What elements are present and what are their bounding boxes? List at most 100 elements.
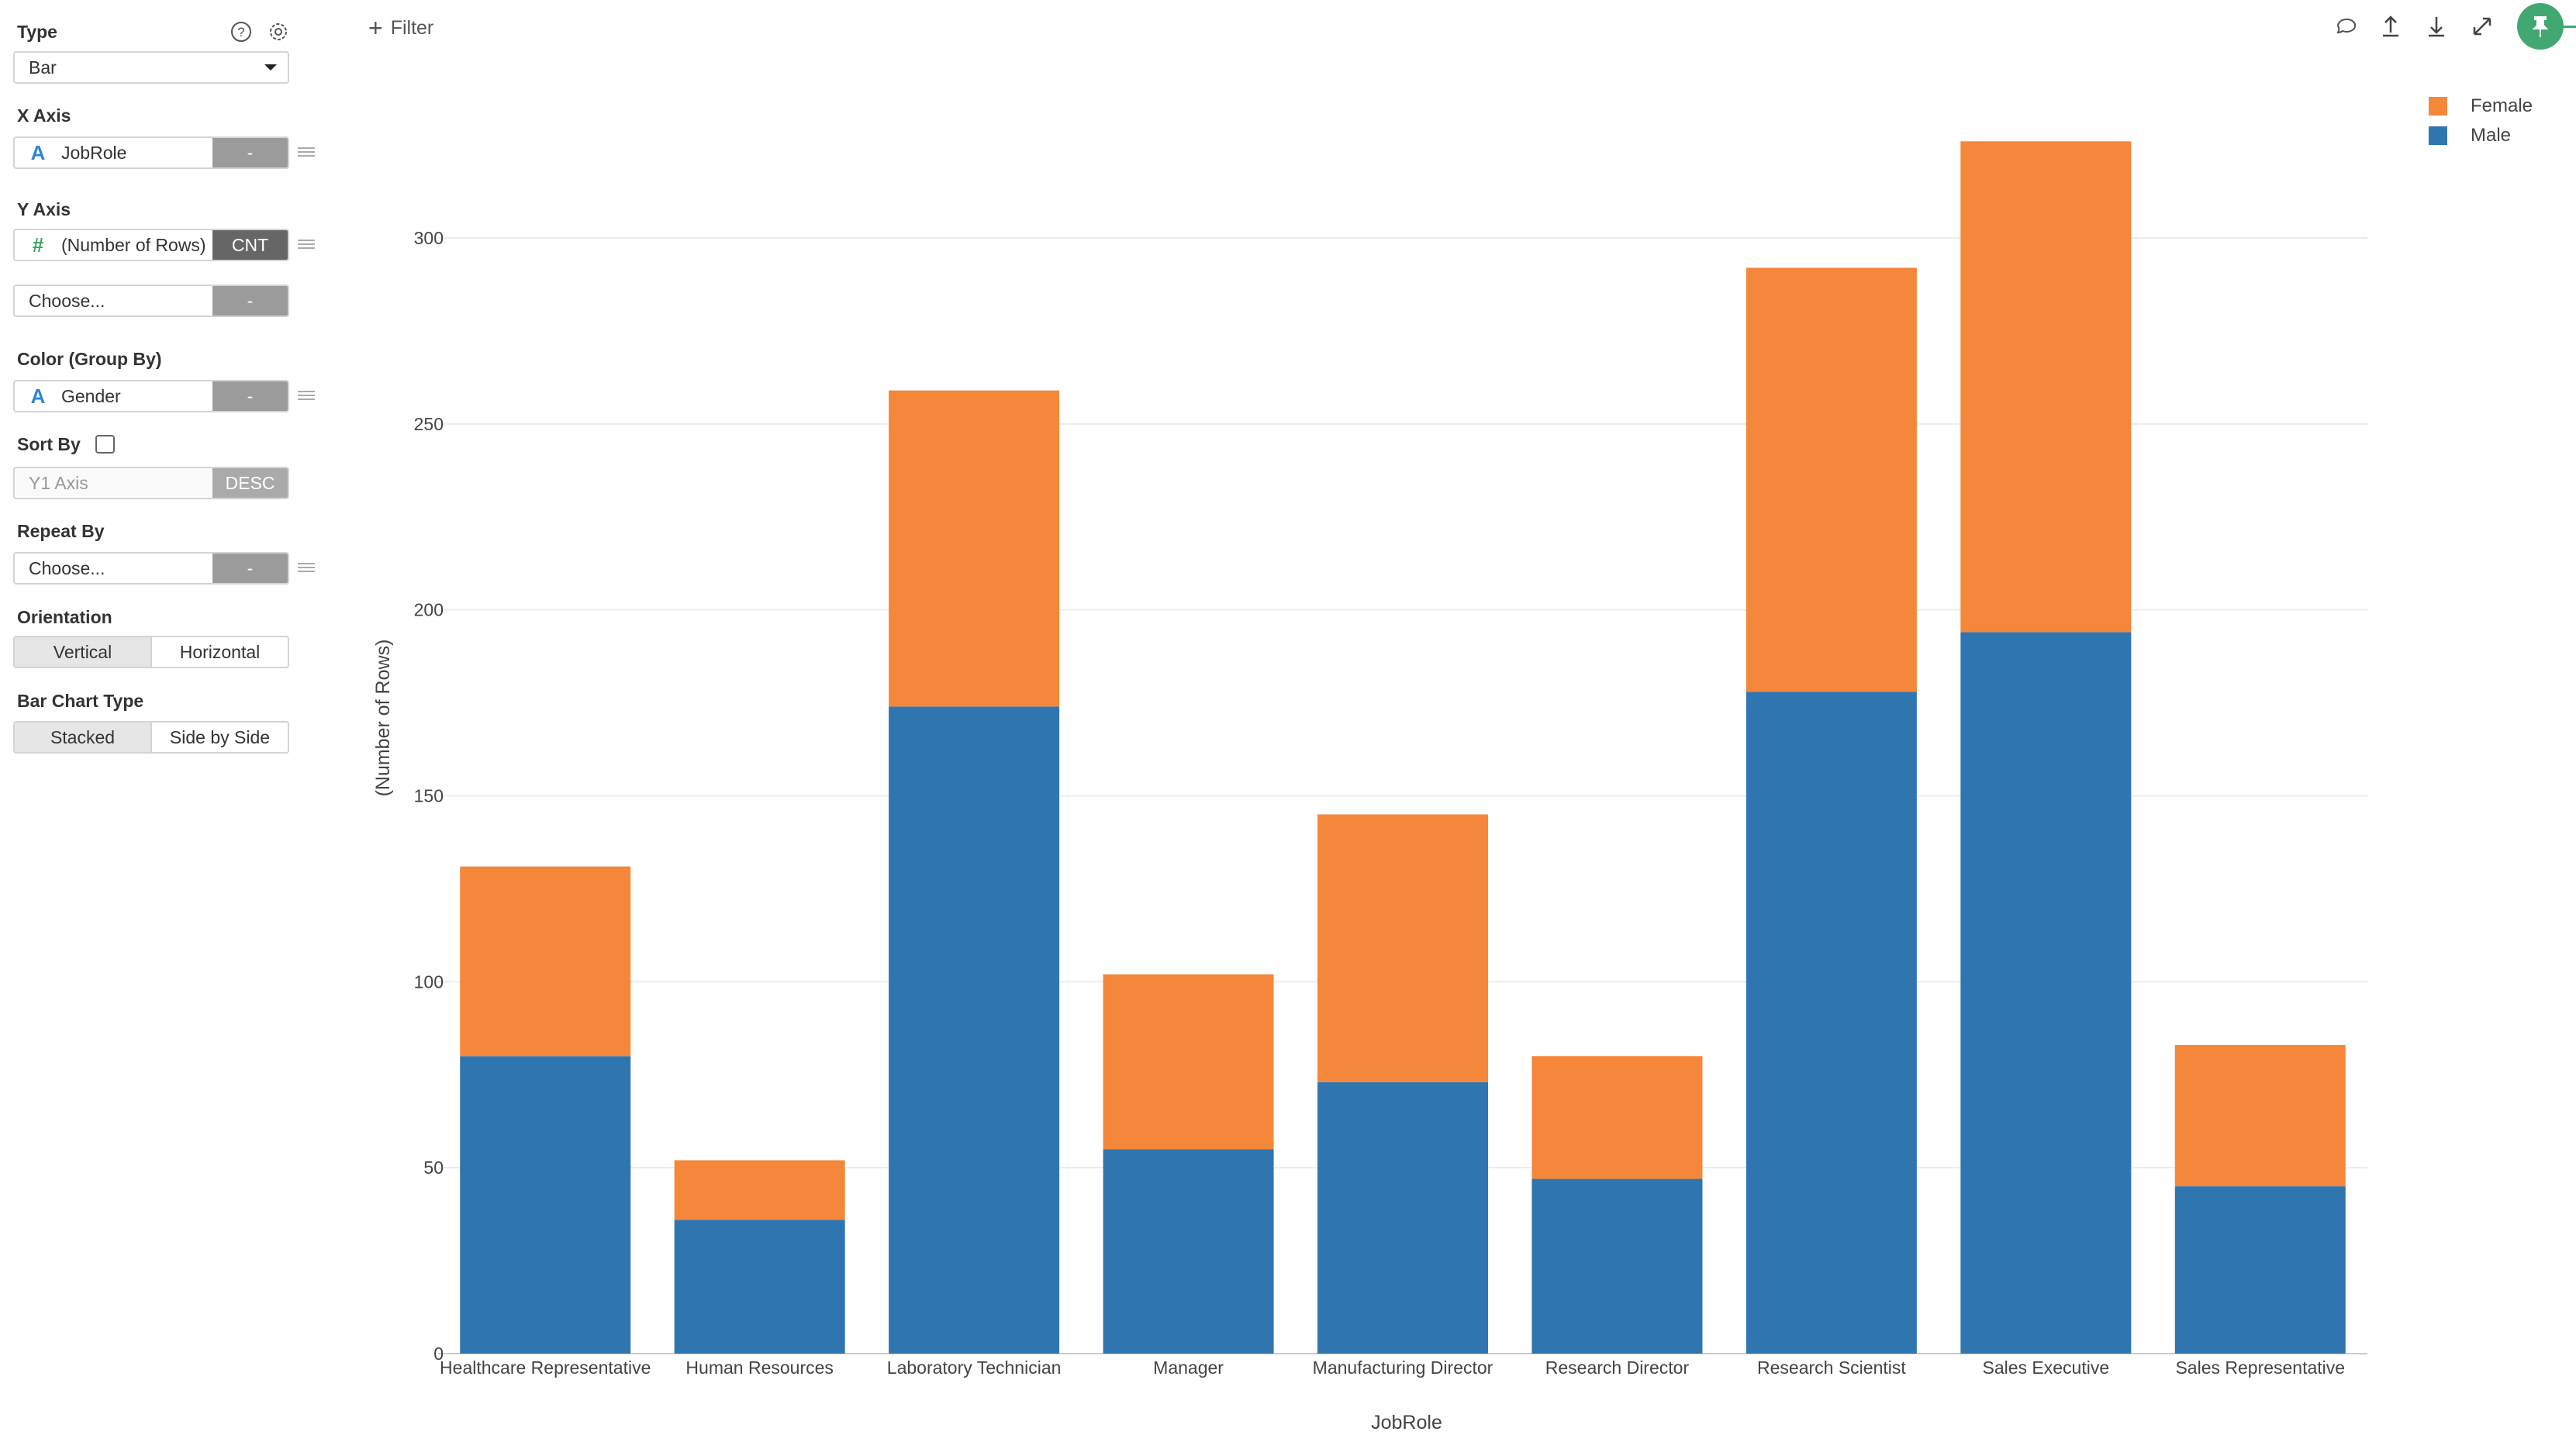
sort-label: Sort By — [17, 434, 81, 454]
pin-line — [2564, 26, 2576, 28]
yaxis-label: Y Axis — [17, 199, 71, 219]
x-tick-label: Healthcare Representative — [440, 1357, 651, 1378]
legend-item-male[interactable]: Male — [2429, 121, 2533, 150]
bar-female — [2174, 1044, 2346, 1187]
bar-female — [1746, 267, 1917, 692]
barchart-side-by-side[interactable]: Side by Side — [169, 726, 271, 747]
yaxis-agg-button[interactable]: CNT — [212, 230, 288, 260]
x-tick-label: Sales Executive — [1983, 1357, 2110, 1378]
y-tick-label: 50 — [423, 1157, 444, 1178]
bar-female — [460, 866, 631, 1057]
color-value: Gender — [61, 385, 121, 406]
repeat-value: Choose... — [29, 557, 105, 578]
filter-button[interactable]: + Filter — [368, 14, 433, 43]
help-icon[interactable]: ? — [230, 20, 253, 43]
bar-male — [1317, 1082, 1488, 1354]
legend-label-male: Male — [2471, 125, 2512, 146]
sort-checkbox[interactable] — [95, 435, 115, 454]
legend-item-female[interactable]: Female — [2429, 91, 2533, 121]
y-tick-label: 0 — [433, 1344, 444, 1364]
bar-male — [674, 1219, 845, 1354]
bar-male — [1746, 692, 1917, 1354]
chevron-down-icon — [264, 64, 277, 71]
barchart-type-toggle: Stacked Side by Side — [13, 721, 289, 754]
legend-swatch-female — [2429, 97, 2447, 116]
upload-icon[interactable] — [2377, 12, 2405, 40]
color-field[interactable]: A Gender - — [13, 380, 289, 412]
bar-male — [1960, 632, 2132, 1354]
x-tick-label: Research Director — [1545, 1357, 1690, 1378]
y-tick-label: 150 — [414, 786, 444, 806]
yaxis-value: (Number of Rows) — [61, 234, 206, 255]
repeat-agg-button[interactable]: - — [212, 554, 288, 583]
orientation-vertical[interactable]: Vertical — [15, 637, 152, 667]
x-tick-label: Sales Representative — [2175, 1357, 2345, 1378]
type-value: Bar — [29, 57, 57, 78]
y-axis-title: (Number of Rows) — [372, 640, 394, 797]
x-axis-title: JobRole — [1371, 1412, 1442, 1433]
sort-field[interactable]: Y1 Axis DESC — [13, 467, 289, 499]
x-tick-label: Human Resources — [685, 1357, 833, 1378]
legend-label-female: Female — [2471, 95, 2533, 116]
repeat-label: Repeat By — [17, 521, 105, 541]
x-tick-label: Manager — [1153, 1357, 1224, 1378]
bar-female — [1531, 1056, 1703, 1179]
pin-icon — [2532, 16, 2549, 37]
type-label: Type — [17, 22, 57, 42]
download-icon[interactable] — [2422, 12, 2450, 40]
repeat-field[interactable]: Choose... - — [13, 552, 289, 585]
orientation-toggle: Vertical Horizontal — [13, 636, 289, 668]
orientation-horizontal[interactable]: Horizontal — [179, 641, 261, 662]
menu-icon[interactable] — [298, 147, 315, 157]
barchart-stacked[interactable]: Stacked — [15, 723, 152, 752]
yaxis-field[interactable]: # (Number of Rows) CNT — [13, 229, 289, 261]
comment-icon[interactable] — [2333, 12, 2360, 40]
type-select[interactable]: Bar — [13, 51, 289, 84]
yaxis2-value: Choose... — [29, 290, 105, 311]
yaxis2-agg-button[interactable]: - — [212, 286, 288, 316]
pin-button[interactable] — [2517, 3, 2564, 50]
number-type-icon: # — [32, 233, 44, 257]
text-type-icon: A — [30, 384, 46, 408]
y-tick-label: 100 — [414, 971, 444, 992]
svg-text:?: ? — [237, 25, 244, 40]
bar-female — [1103, 974, 1274, 1150]
menu-icon[interactable] — [298, 240, 315, 249]
gear-icon[interactable] — [267, 20, 290, 43]
bar-female — [889, 390, 1060, 707]
xaxis-label: X Axis — [17, 105, 71, 126]
sort-value: Y1 Axis — [29, 472, 88, 493]
yaxis2-field[interactable]: Choose... - — [13, 285, 289, 317]
x-tick-label: Research Scientist — [1757, 1357, 1906, 1378]
orientation-label: Orientation — [17, 607, 112, 627]
text-type-icon: A — [30, 140, 46, 164]
barchart-type-label: Bar Chart Type — [17, 691, 144, 711]
bar-male — [2174, 1186, 2346, 1354]
bar-male — [889, 706, 1060, 1354]
expand-icon[interactable] — [2468, 12, 2496, 40]
y-tick-label: 300 — [414, 228, 444, 248]
x-tick-label: Laboratory Technician — [887, 1357, 1062, 1378]
x-tick-label: Manufacturing Director — [1313, 1357, 1493, 1378]
filter-label: Filter — [390, 17, 434, 39]
y-tick-label: 250 — [414, 414, 444, 434]
xaxis-field[interactable]: A JobRole - — [13, 136, 289, 169]
sort-order-button[interactable]: DESC — [212, 468, 288, 498]
bar-male — [1103, 1149, 1274, 1354]
menu-icon[interactable] — [298, 391, 315, 400]
bar-male — [460, 1056, 631, 1354]
legend-swatch-male — [2429, 126, 2447, 145]
menu-icon[interactable] — [298, 563, 315, 572]
plus-icon: + — [368, 14, 383, 42]
color-agg-button[interactable]: - — [212, 381, 288, 411]
color-label: Color (Group By) — [17, 349, 162, 369]
legend: Female Male — [2429, 91, 2533, 150]
bar-male — [1531, 1178, 1703, 1354]
y-tick-label: 200 — [414, 600, 444, 620]
xaxis-agg-button[interactable]: - — [212, 138, 288, 167]
xaxis-value: JobRole — [61, 142, 127, 163]
bar-female — [1960, 141, 2132, 633]
bar-female — [674, 1160, 845, 1220]
bar-female — [1317, 814, 1488, 1082]
